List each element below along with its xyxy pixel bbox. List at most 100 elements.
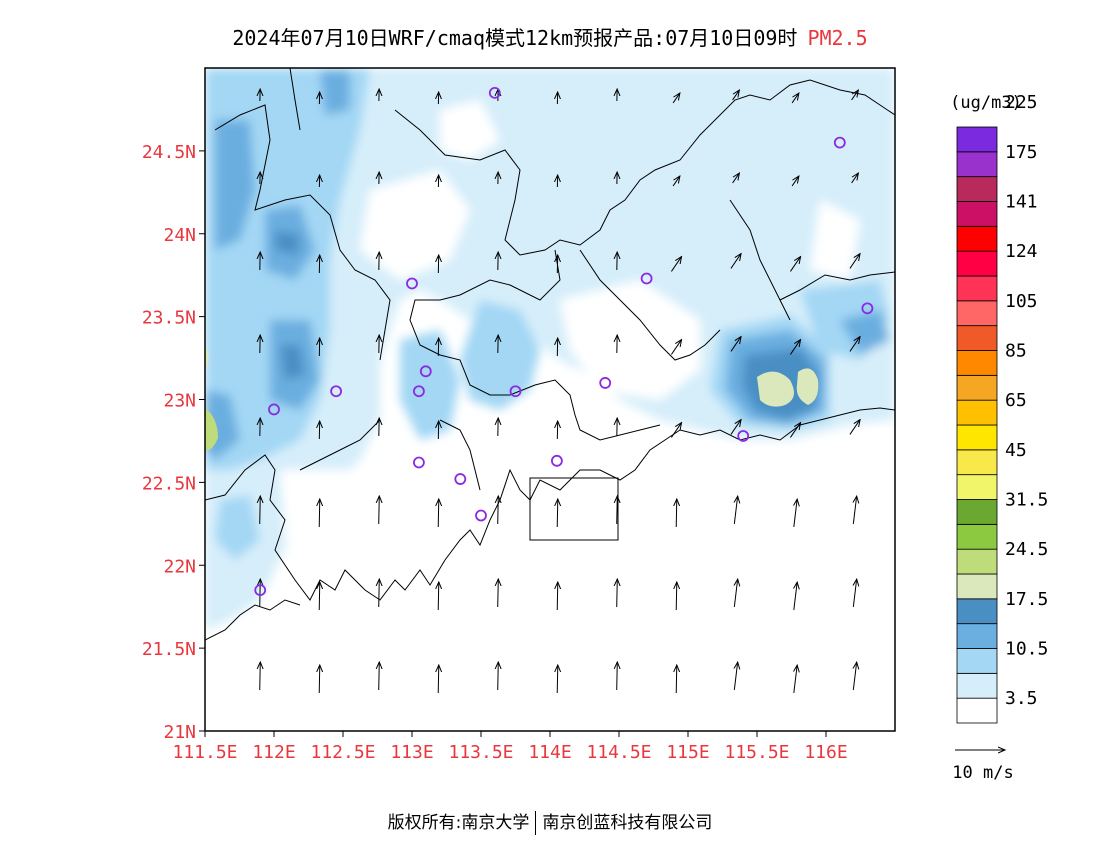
station-marker	[254, 584, 267, 597]
wind-arrow	[794, 665, 797, 693]
wind-arrow	[498, 496, 499, 525]
colorbar-swatch	[956, 126, 998, 153]
station-marker	[551, 454, 563, 467]
station-marker	[833, 136, 846, 149]
wind-arrow	[617, 579, 618, 608]
coastline-and-borders	[205, 68, 895, 641]
copyright-owner: 版权所有:南京大学	[387, 813, 530, 833]
lon-tick-label: 113E	[390, 742, 433, 763]
wind-arrow	[617, 662, 618, 691]
wind-arrow	[853, 579, 856, 607]
wind-arrow	[849, 337, 860, 352]
lat-tick-label: 24N	[163, 225, 196, 246]
wind-arrow	[790, 423, 800, 438]
wind-arrow	[438, 665, 439, 694]
wind-arrow	[672, 93, 680, 104]
colorbar-label: 45	[1005, 440, 1027, 461]
lon-tick-label: 112.5E	[310, 742, 375, 763]
colorbar-label: 225	[1005, 92, 1038, 113]
lon-tick-label: 116E	[804, 742, 847, 763]
wind-arrow	[730, 254, 741, 269]
colorbar-swatch	[956, 697, 998, 724]
wind-arrow	[438, 499, 439, 528]
colorbar-label: 31.5	[1005, 490, 1048, 511]
wind-arrow	[849, 254, 860, 269]
wind-scale-label: 10 m/s	[952, 763, 1013, 783]
colorbar-swatch	[956, 449, 998, 476]
colorbar-swatch	[956, 598, 998, 625]
station-marker	[454, 473, 467, 485]
wind-arrow	[790, 257, 800, 272]
wind-arrow	[379, 496, 380, 525]
lat-tick-label: 22.5N	[142, 473, 196, 494]
station-marker	[412, 385, 425, 398]
station-marker	[488, 86, 501, 99]
wind-arrow	[732, 173, 740, 184]
lon-tick-label: 114.5E	[586, 742, 651, 763]
lon-tick-label: 112E	[252, 742, 295, 763]
colorbar-swatch	[956, 474, 998, 500]
colorbar-swatches	[956, 126, 998, 724]
colorbar-label: 17.5	[1005, 589, 1048, 610]
station-marker	[330, 385, 343, 398]
footer-separator	[535, 811, 537, 835]
map-title-text: 2024年07月10日WRF/cmaq模式12km预报产品:07月10日09时	[232, 26, 798, 50]
colorbar-swatch	[956, 499, 998, 525]
wind-arrow	[853, 496, 856, 524]
wind-arrow	[849, 420, 860, 435]
colorbar-labels: 3.5 10.5 17.5 24.5 31.5 45 65 85 105 124 141 175 225	[1005, 92, 1048, 709]
pm25-concentration-field	[205, 68, 895, 731]
lon-tick-label: 113.5E	[448, 742, 513, 763]
wind-arrow	[730, 420, 741, 435]
wind-arrow	[851, 173, 859, 184]
station-marker	[737, 430, 750, 442]
lat-tick-label: 22N	[163, 556, 196, 577]
lon-tick-label: 111.5E	[172, 742, 237, 763]
colorbar-label: 85	[1005, 341, 1027, 362]
colorbar-swatch	[956, 201, 998, 227]
colorbar-label: 175	[1005, 142, 1038, 163]
wind-arrow	[794, 582, 797, 610]
wind-arrow	[791, 93, 799, 104]
colorbar-swatch	[956, 623, 998, 649]
wind-vector-field	[260, 89, 860, 694]
colorbar-label: 10.5	[1005, 639, 1048, 660]
colorbar-swatch	[956, 399, 998, 426]
wind-arrow	[853, 662, 856, 690]
colorbar-swatch	[956, 325, 998, 351]
wind-arrow	[319, 665, 320, 694]
wind-arrow	[672, 176, 680, 187]
wind-arrow	[671, 340, 681, 355]
lon-tick-label: 115.5E	[724, 742, 789, 763]
station-marker	[419, 365, 432, 378]
latitude-axis: 24.5N 24N 23.5N 23N 22.5N 22N 21.5N 21N	[142, 142, 205, 743]
colorbar-swatch	[956, 573, 998, 600]
station-marker	[599, 377, 612, 389]
wind-arrow	[617, 496, 618, 525]
wind-arrow	[790, 340, 800, 355]
colorbar-swatch	[956, 151, 998, 178]
wind-arrow	[730, 337, 741, 352]
lon-tick-label: 114E	[528, 742, 571, 763]
colorbar-unit-label: (ug/m3)	[950, 93, 1022, 113]
colorbar-swatch	[956, 648, 998, 674]
wind-arrow	[734, 496, 737, 524]
lat-tick-label: 23N	[163, 391, 196, 412]
lat-tick-label: 21N	[163, 722, 196, 743]
colorbar-label: 141	[1005, 192, 1038, 213]
colorbar-label: 3.5	[1005, 688, 1038, 709]
wind-arrow	[498, 579, 499, 608]
lon-tick-label: 115E	[666, 742, 709, 763]
copyright-footer: 版权所有:南京大学 南京创蓝科技有限公司	[0, 808, 1100, 835]
wind-arrow	[794, 499, 797, 527]
lat-tick-label: 23.5N	[142, 308, 196, 329]
colorbar-swatch	[956, 275, 998, 302]
station-marker	[509, 385, 522, 398]
colorbar-swatch	[956, 548, 998, 575]
monitoring-stations	[254, 86, 874, 597]
colorbar-label: 24.5	[1005, 539, 1048, 560]
lat-tick-label: 21.5N	[142, 639, 196, 660]
colorbar-swatch	[956, 672, 998, 699]
station-marker	[268, 403, 280, 416]
station-marker	[475, 509, 487, 522]
